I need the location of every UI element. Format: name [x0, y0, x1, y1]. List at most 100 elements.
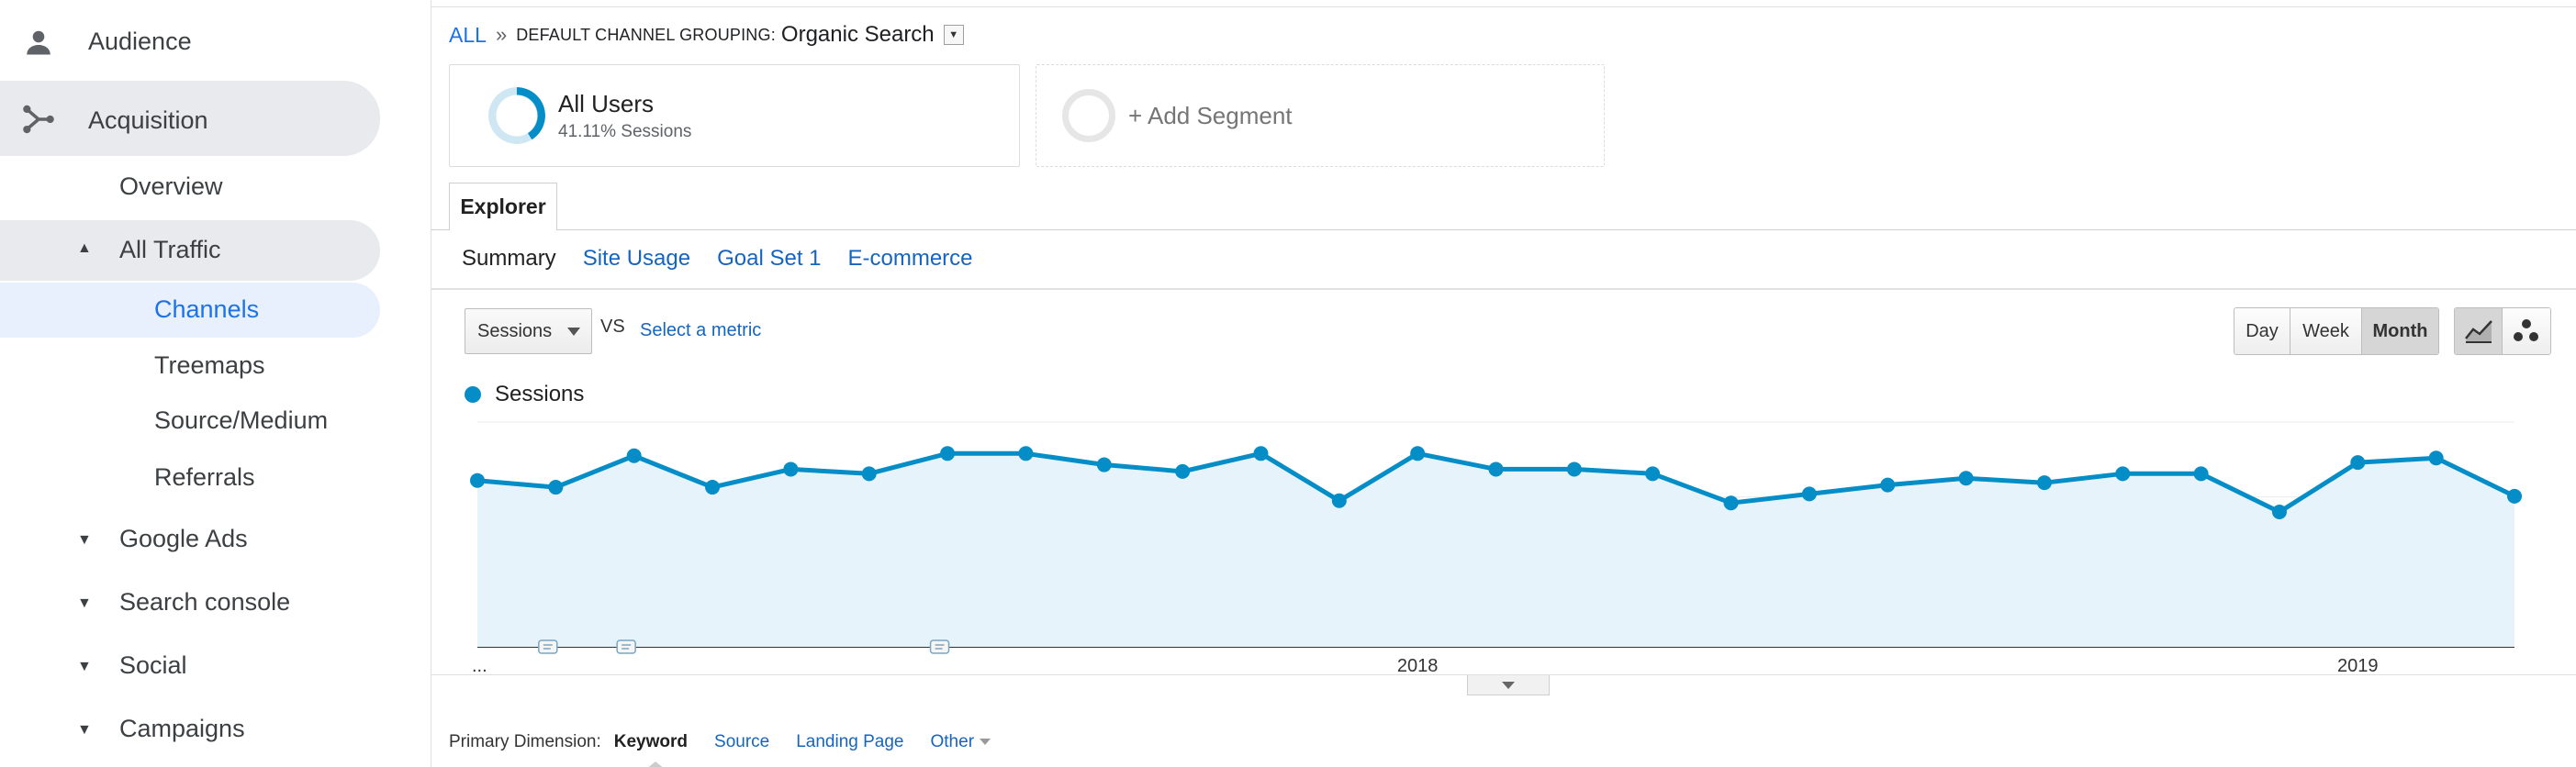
subtab-site-usage[interactable]: Site Usage — [582, 246, 691, 271]
sidebar-item-google-ads[interactable]: Google Ads — [119, 525, 248, 553]
chart-data-point[interactable] — [2428, 450, 2444, 466]
sidebar-item-social[interactable]: Social — [119, 651, 187, 680]
chart-data-point[interactable] — [2036, 475, 2052, 491]
chart-data-point[interactable] — [470, 472, 485, 488]
all-traffic-highlight — [0, 220, 380, 281]
breadcrumb-label: DEFAULT CHANNEL GROUPING: — [516, 25, 776, 44]
line-chart-icon — [2464, 320, 2492, 343]
dimension-source[interactable]: Source — [714, 732, 770, 751]
sidebar-item-source-medium[interactable]: Source/Medium — [154, 406, 328, 435]
chart-data-point[interactable] — [1645, 466, 1661, 482]
annotation-marker-icon[interactable] — [616, 639, 636, 654]
chart-data-point[interactable] — [940, 446, 956, 461]
sidebar-item-label: Google Ads — [119, 525, 248, 552]
add-segment-button[interactable]: + Add Segment — [1036, 64, 1605, 167]
caret-down-icon: ▼ — [77, 595, 92, 611]
sidebar-item-campaigns[interactable]: Campaigns — [119, 715, 245, 743]
legend-label: Sessions — [495, 382, 585, 406]
annotation-marker-icon[interactable] — [538, 639, 558, 654]
metric-select-value: Sessions — [477, 320, 553, 341]
segment-donut-icon — [488, 87, 545, 144]
breadcrumb-all-link[interactable]: ALL — [449, 22, 487, 47]
dimension-keyword[interactable]: Keyword — [613, 732, 689, 751]
chevron-down-icon — [567, 328, 580, 336]
metric-select[interactable]: Sessions — [465, 308, 592, 354]
caret-down-icon: ▼ — [77, 722, 92, 738]
x-axis-tick-label: 2019 — [2337, 656, 2379, 676]
subtab-divider — [431, 288, 2576, 290]
chart-data-point[interactable] — [1566, 461, 1582, 477]
breadcrumb: ALL » DEFAULT CHANNEL GROUPING: Organic … — [449, 22, 964, 48]
vs-label: VS — [600, 317, 625, 337]
chart-data-point[interactable] — [1488, 461, 1504, 477]
chart-data-point[interactable] — [1723, 495, 1739, 511]
sidebar-item-channels[interactable]: Channels — [154, 295, 259, 324]
sidebar-item-search-console[interactable]: Search console — [119, 588, 290, 617]
sidebar-item-label: Source/Medium — [154, 406, 329, 434]
sidebar-item-label: Campaigns — [119, 715, 245, 742]
breadcrumb-separator: » — [495, 23, 508, 46]
chart-legend: Sessions — [465, 382, 584, 407]
primary-dimension-bar: Primary Dimension: Keyword Source Landin… — [449, 732, 991, 752]
tab-divider — [431, 229, 2576, 230]
empty-circle-icon — [1062, 89, 1115, 142]
chart-data-point[interactable] — [1018, 446, 1034, 461]
add-segment-label: + Add Segment — [1128, 101, 1293, 129]
chart-data-point[interactable] — [1096, 457, 1112, 472]
chart-data-point[interactable] — [1958, 471, 1974, 486]
line-chart-button[interactable] — [2455, 308, 2503, 354]
sidebar-nav: Audience Acquisition Overview ▲ All Traf… — [0, 0, 431, 767]
period-month-button[interactable]: Month — [2362, 308, 2438, 354]
period-day-button[interactable]: Day — [2234, 308, 2290, 354]
sidebar-item-label: Acquisition — [88, 106, 208, 134]
person-icon — [20, 24, 57, 61]
subtab-summary[interactable]: Summary — [462, 246, 556, 271]
subtab-ecommerce[interactable]: E-commerce — [847, 246, 973, 271]
sidebar-item-overview[interactable]: Overview — [119, 172, 223, 201]
sidebar-item-label: Channels — [154, 295, 260, 323]
chart-collapse-handle[interactable] — [1467, 675, 1550, 695]
subtab-goal-set-1[interactable]: Goal Set 1 — [717, 246, 822, 271]
chart-data-point[interactable] — [626, 448, 642, 463]
chart-data-point[interactable] — [1880, 477, 1896, 493]
chevron-down-icon[interactable]: ▼ — [943, 25, 964, 45]
select-metric-link[interactable]: Select a metric — [640, 320, 762, 340]
chart-type-toggle — [2454, 307, 2551, 355]
chart-data-point[interactable] — [1331, 493, 1347, 508]
sidebar-item-referrals[interactable]: Referrals — [154, 463, 255, 492]
acquisition-highlight — [0, 81, 380, 156]
channels-highlight — [0, 283, 380, 338]
dimension-landing-page[interactable]: Landing Page — [796, 732, 904, 751]
period-week-button[interactable]: Week — [2290, 308, 2362, 354]
sidebar-item-label: All Traffic — [119, 236, 221, 263]
acquisition-icon — [20, 101, 57, 138]
sidebar-item-label: Referrals — [154, 463, 255, 491]
chart-data-point[interactable] — [2271, 505, 2287, 519]
chart-data-point[interactable] — [1175, 463, 1191, 479]
chart-data-point[interactable] — [783, 461, 799, 477]
chart-data-point[interactable] — [2507, 488, 2522, 504]
segment-title: All Users — [558, 89, 655, 117]
chart-data-point[interactable] — [861, 466, 877, 482]
dimension-other[interactable]: Other — [931, 732, 991, 752]
sidebar-item-treemaps[interactable]: Treemaps — [154, 351, 265, 380]
bubble-chart-icon — [2514, 319, 2538, 341]
caret-down-icon: ▼ — [77, 659, 92, 674]
primary-dimension-label: Primary Dimension: — [449, 732, 601, 751]
chart-data-point[interactable] — [548, 480, 564, 495]
motion-chart-button[interactable] — [2503, 308, 2550, 354]
legend-dot — [465, 386, 481, 403]
tab-explorer[interactable]: Explorer — [449, 183, 557, 230]
period-toggle: Day Week Month — [2234, 307, 2439, 355]
annotation-marker-icon[interactable] — [929, 639, 950, 654]
chart-data-point[interactable] — [705, 480, 721, 495]
chart-data-point[interactable] — [2350, 455, 2366, 471]
sidebar-item-all-traffic[interactable]: All Traffic — [119, 236, 221, 264]
chart-data-point[interactable] — [1801, 486, 1817, 502]
chart-data-point[interactable] — [1410, 446, 1426, 461]
chart-data-point[interactable] — [2193, 466, 2209, 482]
chart-data-point[interactable] — [1253, 446, 1269, 461]
active-dimension-pointer — [646, 761, 665, 767]
chart-data-point[interactable] — [2115, 466, 2131, 482]
segment-all-users[interactable]: All Users 41.11% Sessions — [449, 64, 1020, 167]
